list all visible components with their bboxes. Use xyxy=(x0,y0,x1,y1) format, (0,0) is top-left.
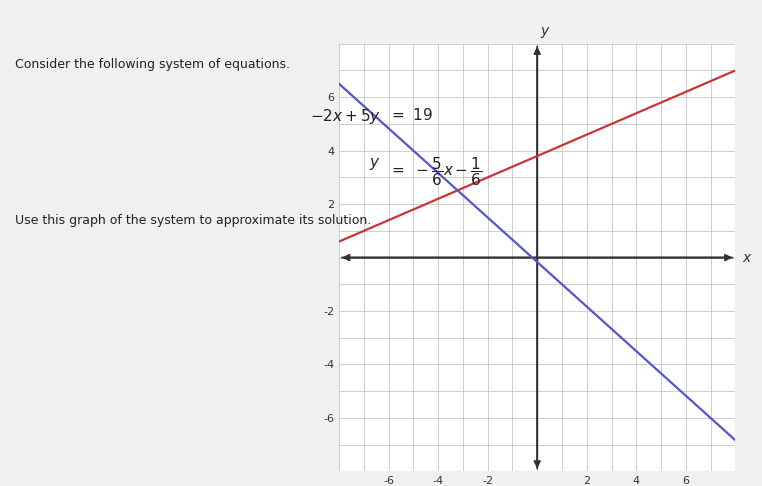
Text: Consider the following system of equations.: Consider the following system of equatio… xyxy=(15,58,290,71)
Text: $= \ -\dfrac{5}{6}x - \dfrac{1}{6}$: $= \ -\dfrac{5}{6}x - \dfrac{1}{6}$ xyxy=(389,156,482,188)
Text: y: y xyxy=(540,24,549,38)
Text: x: x xyxy=(743,251,751,264)
Text: $y$: $y$ xyxy=(370,156,381,172)
Text: $= \ 19$: $= \ 19$ xyxy=(389,107,433,123)
Text: Use this graph of the system to approximate its solution.: Use this graph of the system to approxim… xyxy=(15,214,372,227)
Text: $-2x + 5y$: $-2x + 5y$ xyxy=(310,107,381,126)
